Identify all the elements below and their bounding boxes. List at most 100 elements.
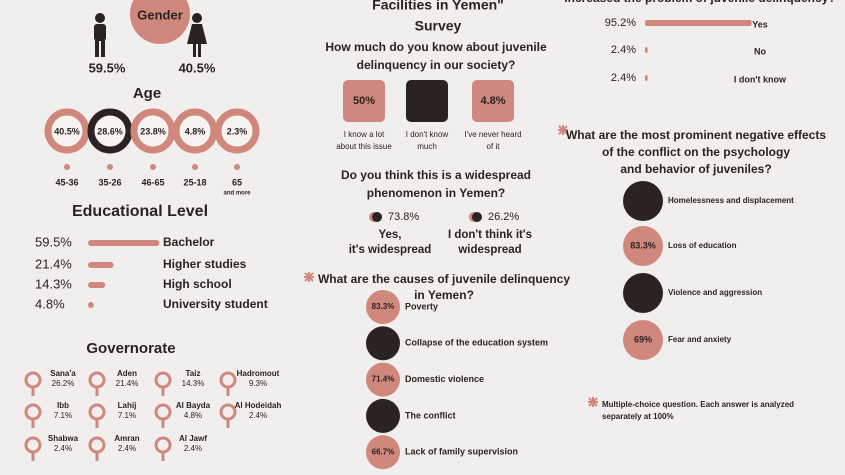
- governorate-name: Aden: [117, 369, 137, 378]
- pin: [154, 436, 172, 454]
- pin: [154, 403, 172, 421]
- age-dot: [234, 164, 240, 170]
- pin: [24, 436, 42, 454]
- pin: [88, 403, 106, 421]
- governorate-share: 7.1%: [54, 411, 72, 420]
- governorate-name: Amran: [114, 434, 139, 443]
- widespread-share: 26.2%: [488, 211, 519, 223]
- governorate-name: Hadromout: [237, 369, 280, 378]
- education-bar: [88, 302, 94, 308]
- question: phenomenon in Yemen?: [367, 186, 505, 200]
- effect-share: 83.3%: [630, 240, 656, 250]
- age-share: 4.8%: [185, 126, 206, 136]
- increase-name: No: [754, 46, 766, 56]
- widespread-caption: widespread: [457, 244, 521, 256]
- governorate-share: 26.2%: [52, 379, 75, 388]
- note: Multiple-choice question. Each answer is…: [602, 400, 794, 409]
- education-bar: [88, 282, 106, 288]
- age-ring: [130, 108, 176, 154]
- effect-circle: [623, 226, 663, 266]
- option-dot: [472, 212, 482, 222]
- effect-circle: [623, 181, 663, 221]
- increase-bar: [645, 20, 752, 26]
- option-dot: [372, 212, 382, 222]
- education-share: 4.8%: [35, 296, 65, 311]
- cause-share: 83.3%: [372, 302, 395, 311]
- question: of the conflict on the psychology: [602, 145, 790, 159]
- effect-name: Loss of education: [668, 241, 737, 250]
- increase-share: 95.2%: [605, 17, 636, 29]
- question: and behavior of juveniles?: [620, 162, 771, 176]
- knowledge-box: [343, 80, 385, 122]
- cause-circle: [366, 398, 400, 433]
- education-name: High school: [163, 277, 232, 291]
- governorate-name: Ibb: [57, 401, 69, 410]
- age-ring: [172, 108, 218, 154]
- asterisk: [304, 272, 314, 282]
- survey-title: Facilities in Yemen": [372, 0, 504, 13]
- pin: [154, 371, 172, 389]
- pin: [219, 371, 237, 389]
- knowledge-caption: I've never heard: [464, 130, 521, 139]
- widespread-caption: I don't think it's: [448, 229, 532, 241]
- age-share: 2.3%: [227, 126, 248, 136]
- education-name: Bachelor: [163, 235, 215, 249]
- cause-circle: [366, 362, 400, 397]
- knowledge-caption: I don't know: [406, 130, 449, 139]
- female-share: 40.5%: [179, 60, 216, 75]
- cause-name: Poverty: [405, 301, 438, 311]
- cause-share: 66.7%: [372, 411, 395, 420]
- governorate-title: Governorate: [86, 340, 175, 357]
- age-dot: [107, 164, 113, 170]
- knowledge-share: 45.2%: [411, 95, 442, 107]
- education-share: 21.4%: [35, 256, 72, 271]
- effect-circle: [623, 273, 663, 313]
- governorate-name: Shabwa: [48, 434, 79, 443]
- increase-name: I don't know: [734, 74, 787, 84]
- cause-circle: [366, 326, 400, 361]
- cause-share: 66.7%: [372, 447, 395, 456]
- cause-share: 73.8%: [372, 338, 395, 347]
- governorate-name: Al Hodeidah: [235, 401, 282, 410]
- knowledge-box: [406, 80, 448, 122]
- governorate-share: 21.4%: [116, 379, 139, 388]
- governorate-share: 2.4%: [54, 444, 72, 453]
- education-name: University student: [163, 297, 268, 311]
- governorate-share: 7.1%: [118, 411, 136, 420]
- age-range: 45-36: [55, 177, 78, 187]
- question: in Yemen?: [414, 288, 474, 302]
- gender-title: Gender: [137, 7, 183, 22]
- effect-name: Fear and anxiety: [668, 335, 732, 344]
- age-share: 23.8%: [140, 126, 166, 136]
- pin: [219, 403, 237, 421]
- age-dot: [150, 164, 156, 170]
- education-share: 14.3%: [35, 276, 72, 291]
- knowledge-caption: much: [417, 142, 437, 151]
- age-dot: [64, 164, 70, 170]
- widespread-share: 73.8%: [388, 211, 419, 223]
- governorate-share: 2.4%: [118, 444, 136, 453]
- governorate-share: 2.4%: [249, 411, 267, 420]
- cause-circle: [366, 290, 400, 324]
- governorate-share: 14.3%: [182, 379, 205, 388]
- effect-name: Violence and aggression: [668, 288, 762, 297]
- governorate-name: Taiz: [186, 369, 201, 378]
- note: separately at 100%: [602, 412, 674, 421]
- knowledge-share: 4.8%: [480, 95, 505, 107]
- question: Do you think this is a widespread: [341, 168, 531, 182]
- knowledge-caption: I know a lot: [344, 130, 385, 139]
- governorate-share: 9.3%: [249, 379, 267, 388]
- cause-circle: [366, 435, 400, 470]
- age-note: and more: [223, 191, 251, 197]
- governorate-name: Al Bayda: [176, 401, 211, 410]
- age-share: 40.5%: [54, 126, 80, 136]
- male-share: 59.5%: [89, 60, 126, 75]
- gender-badge: [130, 0, 190, 44]
- education-bar: [88, 240, 160, 246]
- pin: [88, 436, 106, 454]
- male-icon: [94, 13, 106, 57]
- governorate-name: Sana'a: [50, 369, 76, 378]
- knowledge-box: [472, 80, 514, 122]
